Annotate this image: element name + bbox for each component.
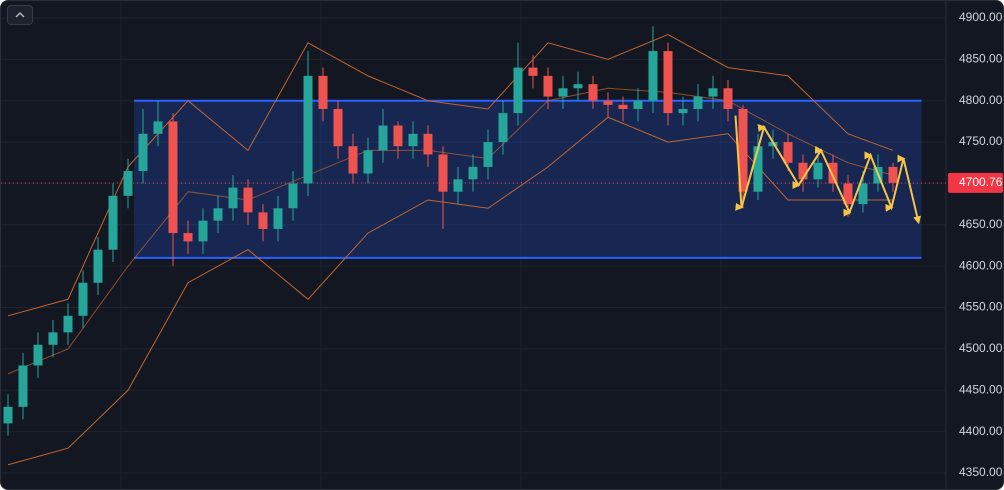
candle-body: [168, 121, 178, 234]
candle-body: [828, 162, 838, 184]
candle-body: [513, 67, 523, 114]
candle-body: [18, 365, 28, 407]
candle-body: [723, 88, 733, 109]
candle-body: [528, 67, 538, 76]
candle-body: [93, 249, 103, 283]
candle-body: [888, 166, 898, 183]
candle-body: [303, 75, 313, 184]
candle-body: [363, 150, 373, 174]
candle-body: [198, 220, 208, 242]
candle-body: [243, 187, 253, 213]
candle-body: [318, 75, 328, 109]
band-middle: [7, 87, 894, 375]
candle-body: [648, 51, 658, 101]
candle-body: [543, 75, 553, 97]
candle-body: [48, 332, 58, 345]
y-tick-label: 4650.00: [959, 217, 1003, 231]
candle-body: [273, 208, 283, 229]
candle-body: [498, 113, 508, 143]
candle-body: [108, 195, 118, 250]
candle-body: [753, 146, 763, 192]
candle-body: [783, 142, 793, 163]
last-price-label: 4700.76: [959, 175, 1003, 189]
candle-body: [588, 84, 598, 101]
y-tick-label: 4850.00: [959, 52, 1003, 66]
y-tick-label: 4900.00: [959, 10, 1003, 24]
y-tick-label: 4400.00: [959, 424, 1003, 438]
candle-body: [258, 212, 268, 229]
candle-body: [408, 133, 418, 147]
candle-body: [438, 154, 448, 192]
candle-body: [123, 171, 133, 196]
candle-body: [333, 108, 343, 147]
y-tick-label: 4800.00: [959, 93, 1003, 107]
candle-body: [468, 166, 478, 180]
candle-body: [633, 100, 643, 109]
candle-body: [3, 406, 13, 424]
candle-body: [663, 51, 673, 114]
candle-body: [348, 146, 358, 174]
candle-body: [693, 96, 703, 109]
candle-body: [138, 133, 148, 172]
candle-body: [678, 108, 688, 114]
y-tick-label: 4450.00: [959, 382, 1003, 396]
candle-body: [183, 233, 193, 242]
candle-body: [378, 125, 388, 151]
candle-body: [558, 88, 568, 97]
y-tick-label: 4350.00: [959, 465, 1003, 479]
chevron-icon: [15, 11, 25, 18]
candle-body: [78, 282, 88, 316]
candle-body: [423, 133, 433, 155]
candle-body: [33, 344, 43, 366]
candle-body: [603, 100, 613, 105]
candle-body: [453, 179, 463, 192]
candle-body: [393, 125, 403, 147]
y-tick-label: 4750.00: [959, 134, 1003, 148]
y-tick-label: 4600.00: [959, 258, 1003, 272]
candle-body: [213, 208, 223, 221]
candle-body: [228, 187, 238, 209]
collapse-button[interactable]: [7, 5, 33, 25]
candle-body: [483, 142, 493, 167]
candle-body: [708, 88, 718, 97]
candle-body: [288, 183, 298, 209]
candle-body: [813, 162, 823, 180]
candle-body: [618, 104, 628, 109]
candle-body: [153, 121, 163, 134]
zigzag-projection: [734, 115, 922, 225]
y-tick-label: 4500.00: [959, 341, 1003, 355]
candle-body: [63, 315, 73, 333]
last-price-badge: [948, 172, 1003, 193]
y-tick-label: 4550.00: [959, 300, 1003, 314]
candle-body: [573, 84, 583, 89]
